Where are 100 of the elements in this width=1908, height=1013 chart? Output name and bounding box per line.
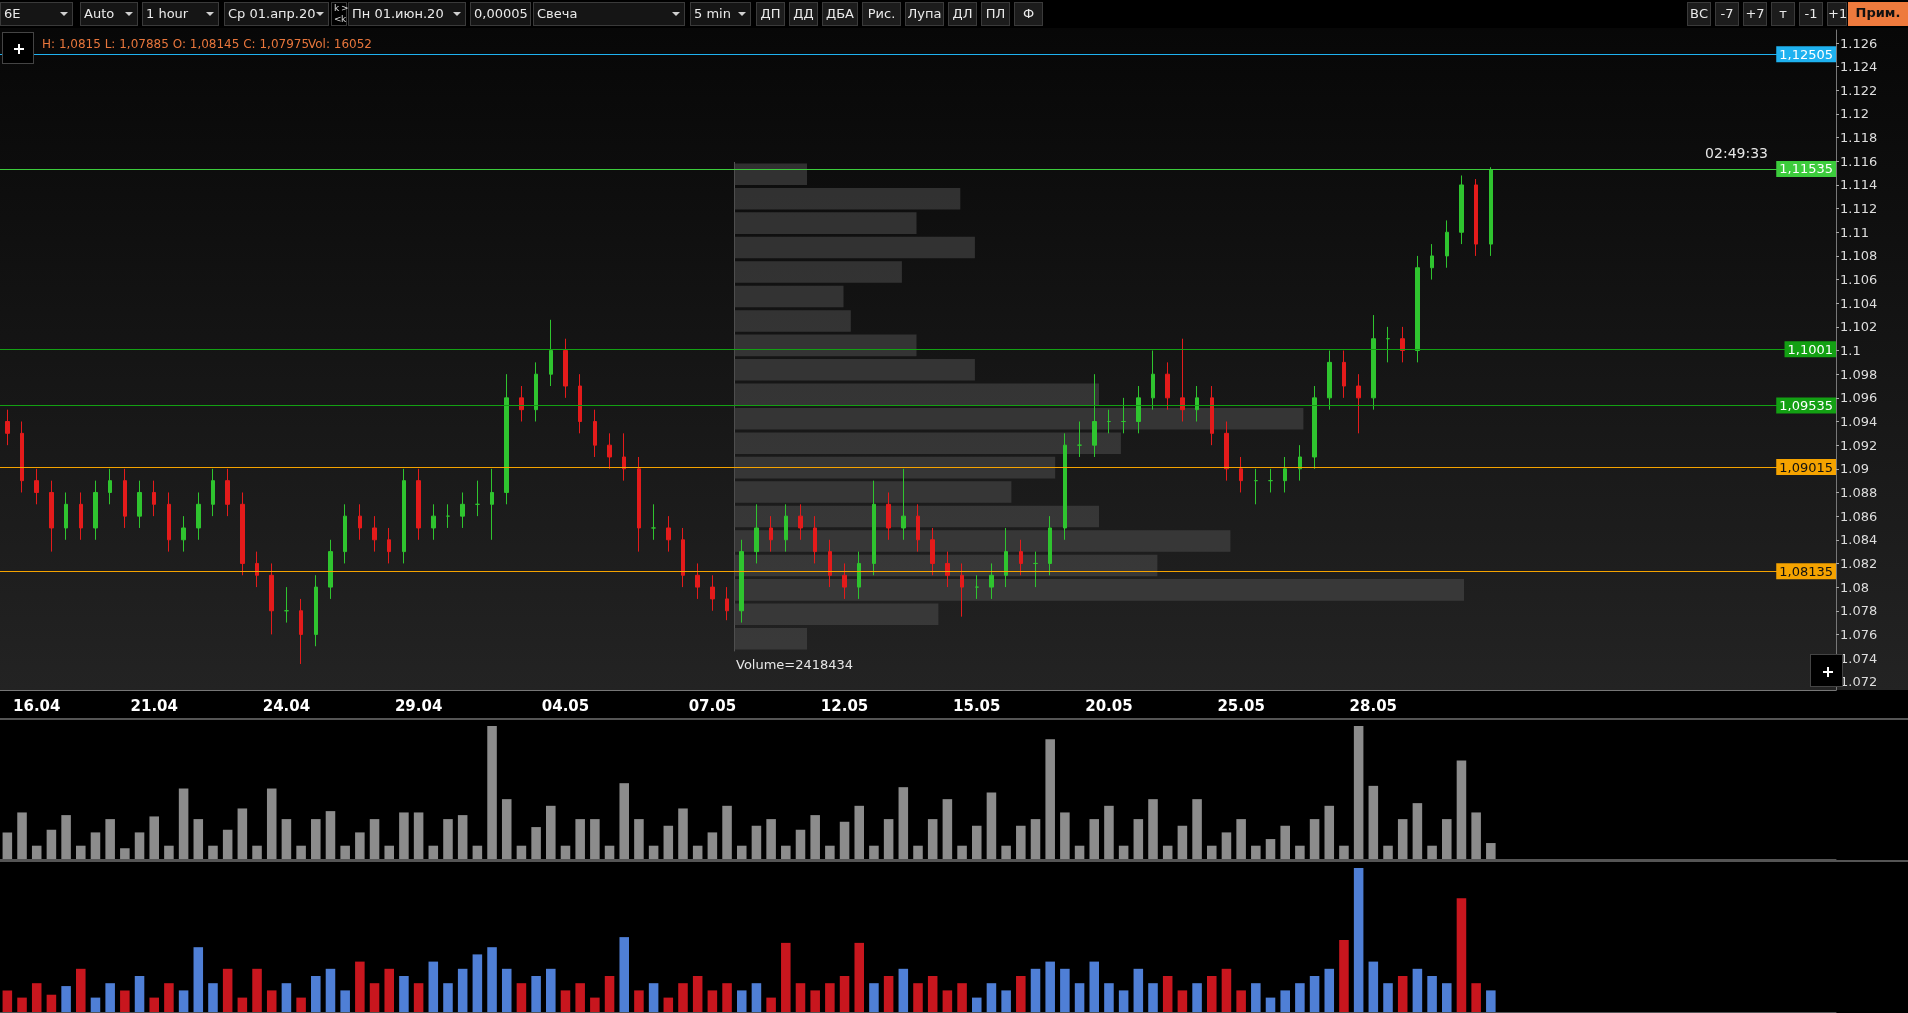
candlestick	[20, 421, 24, 493]
x-tick-label: 29.04	[394, 696, 443, 715]
x-tick-label: 15.05	[953, 696, 1001, 715]
bar	[134, 976, 145, 1012]
bar	[854, 942, 865, 1012]
bar	[1295, 983, 1305, 1012]
candlestick	[1459, 174, 1464, 245]
bar	[1045, 739, 1055, 859]
bar	[839, 821, 850, 859]
bar	[1177, 825, 1188, 859]
bar	[869, 983, 879, 1012]
x-tick-label: 07.05	[688, 696, 737, 715]
y-tick-label: 1.112	[1840, 201, 1878, 217]
bar	[413, 812, 424, 859]
bar	[340, 845, 350, 859]
bar	[1353, 726, 1364, 859]
y-tick-label: 1.08	[1840, 579, 1869, 595]
candlestick	[387, 527, 391, 564]
bar	[825, 983, 835, 1012]
bar	[1471, 983, 1481, 1012]
bar	[1353, 868, 1364, 1012]
candlestick	[1254, 468, 1258, 505]
bar	[311, 819, 321, 859]
candlestick	[1063, 432, 1067, 541]
candlestick	[93, 480, 98, 541]
bar	[927, 976, 938, 1012]
bar	[1060, 968, 1070, 1012]
bar	[722, 983, 732, 1012]
bar	[428, 961, 439, 1012]
bar	[369, 819, 380, 859]
bar	[734, 310, 851, 332]
candlestick	[607, 432, 612, 470]
text: ВС	[1690, 6, 1708, 21]
y-tick-label: 1.126	[1840, 35, 1878, 51]
bar	[913, 845, 923, 859]
candlestick	[622, 432, 626, 482]
bar	[2, 832, 13, 859]
bar	[1251, 983, 1261, 1012]
candlestick	[123, 468, 127, 529]
bar	[734, 285, 844, 308]
bar	[986, 983, 997, 1012]
candlestick	[1033, 551, 1038, 588]
bar	[751, 825, 762, 859]
y-tick-label: 1.078	[1840, 603, 1878, 619]
bar	[1368, 961, 1379, 1012]
bar	[17, 997, 27, 1012]
bar	[61, 986, 71, 1012]
x-tick-label: 25.05	[1217, 696, 1265, 715]
bar	[546, 968, 556, 1012]
bar	[1060, 812, 1070, 859]
bar	[1001, 990, 1011, 1012]
candlestick	[1400, 326, 1405, 363]
bar	[942, 799, 953, 859]
candlestick	[1151, 350, 1155, 411]
text: Лупа	[907, 6, 942, 21]
bar	[590, 997, 600, 1012]
bar	[648, 983, 659, 1012]
text: Пн 01.июн.20	[352, 6, 444, 21]
bar	[193, 947, 204, 1012]
candlestick	[842, 562, 847, 600]
x-tick-label: 24.04	[262, 696, 311, 715]
candlestick	[1489, 166, 1493, 257]
bar	[854, 805, 865, 859]
bar	[281, 819, 292, 859]
bar	[1221, 832, 1232, 859]
bar	[1324, 805, 1335, 859]
ref-line-label: 1,08135	[1779, 563, 1833, 579]
text: Прим.	[1855, 5, 1901, 20]
bar	[1104, 983, 1114, 1012]
bar	[663, 825, 674, 859]
bar	[90, 997, 101, 1012]
bar	[1001, 845, 1011, 859]
text: Ср 01.апр.20	[228, 6, 316, 21]
bar	[1456, 898, 1467, 1012]
y-tick-label: 1.12	[1840, 106, 1869, 122]
candlestick	[1268, 468, 1273, 493]
bar	[222, 968, 233, 1012]
bar	[1251, 845, 1261, 859]
candlestick	[1298, 444, 1302, 482]
bar	[413, 983, 424, 1012]
candlestick	[784, 503, 788, 553]
bar	[105, 983, 115, 1012]
candlestick	[358, 503, 362, 541]
y-tick-label: 1.108	[1840, 248, 1878, 264]
candlestick	[314, 574, 318, 647]
bar	[575, 819, 585, 859]
bar	[734, 334, 917, 357]
bar	[1339, 940, 1349, 1012]
bar	[120, 848, 130, 859]
candlestick	[269, 562, 274, 635]
bar	[734, 383, 1099, 406]
text: Auto	[84, 6, 115, 21]
candlestick	[1019, 539, 1023, 576]
bar	[178, 788, 189, 859]
bar	[296, 997, 306, 1012]
candlestick	[1371, 314, 1376, 411]
y-tick-label: 1.084	[1840, 532, 1878, 548]
bar	[734, 236, 975, 259]
bar	[1162, 845, 1173, 859]
bar	[384, 968, 395, 1012]
